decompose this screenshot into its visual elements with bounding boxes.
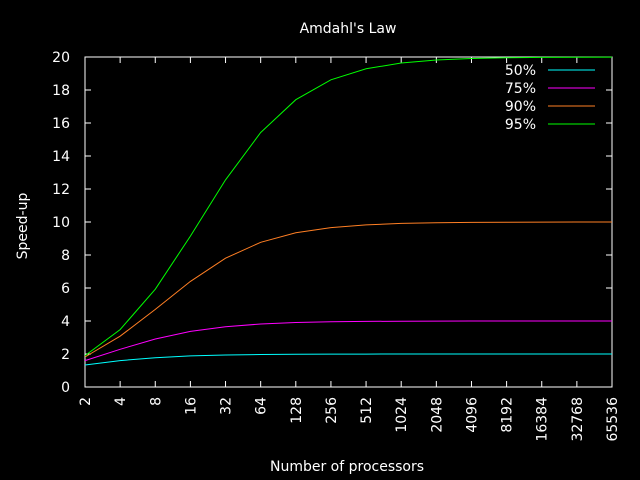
y-tick-label: 20	[52, 50, 70, 66]
y-tick-label: 8	[61, 248, 70, 264]
x-tick-label: 1024	[394, 397, 410, 433]
x-tick-label: 32768	[570, 397, 586, 442]
x-tick-label: 4096	[464, 397, 480, 433]
legend-label: 50%	[505, 63, 536, 79]
legend-label: 90%	[505, 99, 536, 115]
y-tick-label: 0	[61, 380, 70, 396]
x-tick-label: 64	[254, 397, 270, 415]
x-tick-label: 8	[148, 397, 164, 406]
x-tick-label: 512	[359, 397, 375, 424]
x-tick-label: 128	[289, 397, 305, 424]
y-tick-label: 18	[52, 83, 70, 99]
y-tick-label: 4	[61, 314, 70, 330]
x-tick-label: 32	[219, 397, 235, 415]
legend-label: 95%	[505, 117, 536, 133]
x-tick-label: 16	[183, 397, 199, 415]
x-tick-label: 2048	[429, 397, 445, 433]
x-tick-label: 2	[78, 397, 94, 406]
x-tick-label: 65536	[605, 397, 621, 442]
x-tick-label: 16384	[535, 397, 551, 442]
series-line-90pct	[84, 221, 612, 358]
y-tick-label: 6	[61, 281, 70, 297]
y-axis-label: Speed-up	[15, 193, 31, 260]
y-tick-label: 2	[61, 347, 70, 363]
y-tick-label: 14	[52, 149, 70, 165]
y-tick-label: 12	[52, 182, 70, 198]
series-line-95pct	[84, 56, 613, 357]
chart-title: Amdahl's Law	[300, 21, 397, 37]
x-tick-label: 4	[113, 397, 129, 406]
series-line-50pct	[84, 353, 612, 366]
x-tick-label: 8192	[500, 397, 516, 433]
y-tick-label: 16	[52, 116, 70, 132]
y-tick-label: 10	[52, 215, 70, 231]
x-axis-label: Number of processors	[270, 459, 424, 475]
series-line-75pct	[84, 320, 612, 362]
legend-label: 75%	[505, 81, 536, 97]
x-tick-label: 256	[324, 397, 340, 424]
